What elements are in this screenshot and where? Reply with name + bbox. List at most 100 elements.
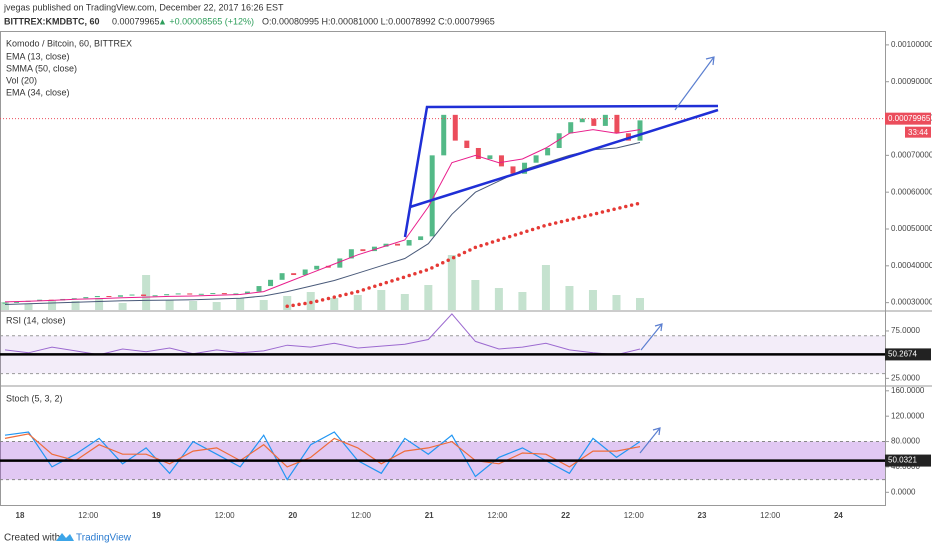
volume-bar [612, 295, 621, 310]
volume-bar [236, 298, 245, 310]
x-tick-label: 12:00 [351, 511, 372, 520]
volume-bar [118, 303, 127, 310]
candle-body [256, 286, 262, 292]
volume-bar [565, 286, 574, 310]
candle-body [314, 265, 320, 270]
volume-bar [48, 300, 57, 310]
candle-body [429, 155, 435, 237]
stoch-name: Stoch (5, 3, 2) [6, 393, 63, 403]
y-tick-label: 25.0000 [891, 373, 920, 382]
candle-body [371, 246, 377, 252]
volume-bar [330, 298, 339, 310]
panes [0, 31, 932, 506]
volume-bar [636, 298, 644, 310]
trend-drawings [403, 104, 719, 238]
volume-bar [541, 265, 550, 310]
candle-body [106, 296, 112, 298]
x-tick-label: 12:00 [215, 511, 236, 520]
stoch-line [4, 433, 641, 468]
level-label: 50.0321 [888, 456, 917, 465]
volume-bar [518, 292, 527, 310]
y-tick-label: 0.00040000 [891, 261, 932, 270]
legend-entry: EMA (13, close) [6, 51, 70, 61]
y-tick-label: 0.00070000 [891, 150, 932, 159]
footer-brand: TradingView [76, 533, 132, 544]
candle-body [545, 147, 551, 156]
arrow [674, 56, 715, 111]
volume-bar [283, 296, 292, 310]
candle-body [360, 249, 366, 252]
volume-bar [165, 300, 174, 310]
candle-body [348, 249, 354, 259]
candle-body [14, 301, 20, 303]
arrows [639, 56, 715, 454]
candle-body [418, 236, 424, 241]
volume-bar [471, 280, 480, 310]
x-tick-label: 21 [425, 511, 434, 520]
countdown: 33:44 [908, 128, 929, 137]
candle-body [487, 155, 493, 160]
volume-bar [212, 302, 221, 310]
candle-body [441, 114, 447, 156]
volume-bar [400, 294, 409, 310]
change: ▲ +0.00008565 (+12%) [158, 16, 254, 26]
y-tick-label: 0.00100000 [891, 40, 932, 49]
candle-body [37, 299, 43, 301]
x-tick-label: 20 [288, 511, 297, 520]
y-tick-label: 0.00060000 [891, 187, 932, 196]
y-tick-label: 120.0000 [891, 411, 925, 420]
candle-body [152, 295, 158, 297]
level-box [885, 112, 931, 125]
indicator-line [4, 129, 641, 303]
volume-bar [377, 290, 386, 310]
candle-body [164, 294, 170, 296]
candle-body [302, 269, 308, 276]
indicator-line [4, 142, 641, 305]
candle-body [141, 294, 147, 297]
level-box [885, 348, 931, 361]
x-tick-label: 18 [16, 511, 25, 520]
arrow [639, 427, 661, 454]
volume-bar [588, 290, 597, 310]
candle-body [2, 302, 8, 304]
x-tick-label: 12:00 [78, 511, 99, 520]
level-box [885, 454, 931, 467]
candle-body [395, 243, 401, 246]
legend-entry: EMA (34, close) [6, 87, 70, 97]
volume-bar [494, 288, 503, 310]
level-label: 50.2674 [888, 350, 917, 359]
footer-created: Created with [4, 533, 60, 544]
candle-body [614, 114, 620, 134]
candle-body [452, 114, 458, 141]
author-line: jvegas published on TradingView.com, Dec… [3, 2, 284, 12]
symbol: BITTREX:KMDBTC, 60 [4, 16, 100, 26]
arrow [640, 323, 663, 351]
y-tick-label: 0.00030000 [891, 298, 932, 307]
volume-bar [259, 300, 268, 310]
level-label: 0.00079965 [888, 114, 931, 123]
x-tick-label: 12:00 [760, 511, 781, 520]
logo [56, 533, 74, 541]
volume-bar [353, 295, 362, 310]
x-tick-label: 22 [561, 511, 570, 520]
candle-body [579, 118, 585, 123]
indicator-line [285, 201, 642, 309]
candle-body [279, 273, 285, 280]
y-tick-label: 160.0000 [891, 386, 925, 395]
last: 0.00079965 [112, 16, 160, 26]
candle-body [522, 162, 528, 174]
candle-body [602, 114, 608, 126]
candle-body [268, 279, 274, 287]
candle-body [498, 155, 504, 167]
candle-body [117, 295, 123, 297]
volume-bar [424, 285, 433, 310]
arrow-head [652, 427, 661, 436]
ohlc: O:0.00080995 H:0.00081000 L:0.00078992 C… [262, 16, 495, 26]
candle-body [244, 291, 250, 294]
volume-bar [189, 301, 198, 310]
volume-bar [95, 298, 104, 310]
candle-body [591, 118, 597, 126]
candle-body [568, 122, 574, 134]
triangle-bottom [409, 108, 719, 209]
candle-body [337, 258, 343, 268]
